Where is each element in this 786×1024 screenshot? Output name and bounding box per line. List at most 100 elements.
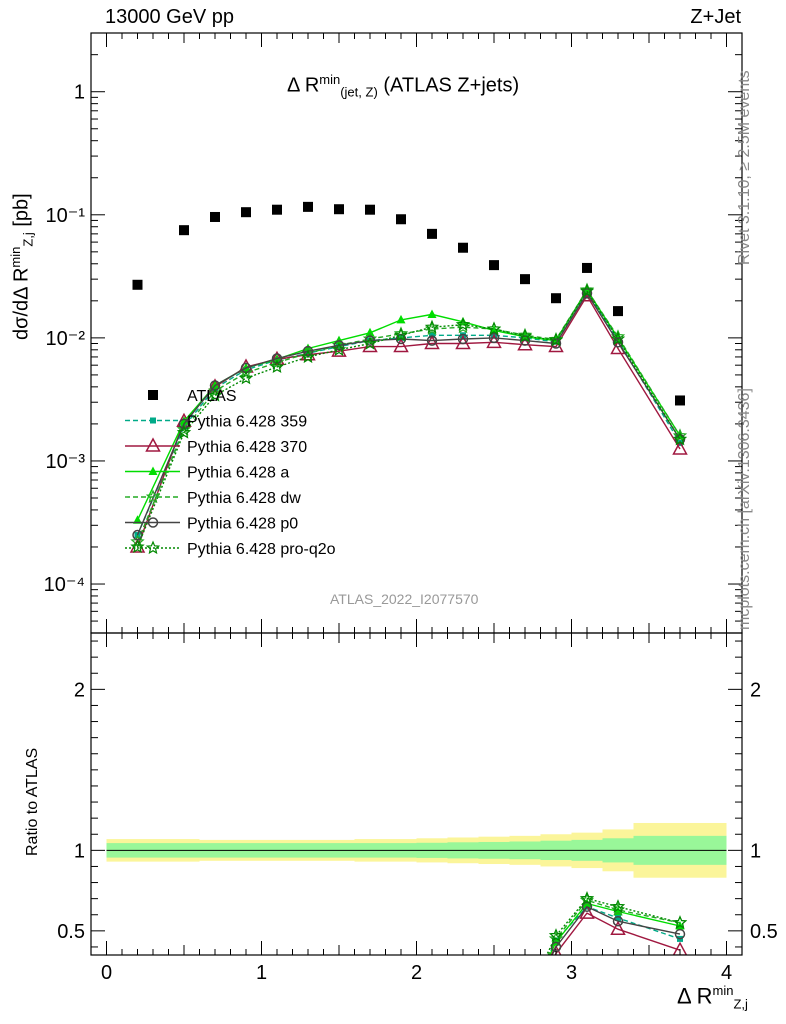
data-point-pythia-6-428-370 [672, 440, 688, 455]
ratio-point-pythia-6-428-p0 [612, 915, 624, 927]
data-point-pythia-6-428-p0 [457, 333, 469, 345]
legend: ATLAS Pythia 6.428 359 Pythia 6.428 370 Pyt… [125, 388, 336, 558]
legend-label-pythia-6-428-pro-q2o: Pythia 6.428 pro-q2o [187, 541, 336, 558]
energy-label: 13000 GeV pp [105, 6, 234, 28]
plot-title-sub: (jet, Z) [340, 84, 378, 100]
data-point-pythia-6-428-dw [176, 421, 192, 436]
data-point-pythia-6-428-dw [393, 326, 409, 340]
ratio-point-pythia-6-428-370 [579, 904, 595, 919]
legend-marker-pythia-6-428-359 [150, 417, 156, 424]
data-point-pythia-6-428-pro-q2o [672, 431, 688, 446]
data-point-pythia-6-428-pro-q2o [393, 327, 409, 342]
data-point-pythia-6-428-pro-q2o [300, 349, 316, 364]
y-axis-label-main-text: dσ/dΔ R [10, 267, 33, 340]
legend-marker-pythia-6-428-pro-q2o [145, 540, 161, 555]
data-point-pythia-6-428-dw [207, 383, 223, 398]
ratio-point-pythia-6-428-pro-q2o [548, 928, 564, 942]
y-tick-label: 10⁻⁴ [44, 574, 85, 596]
legend-label-pythia-6-428-a: Pythia 6.428 a [187, 465, 289, 482]
plot-title-main: Δ R [287, 74, 320, 97]
data-point-pythia-6-428-pro-q2o [455, 317, 471, 331]
x-axis-label-sub: Z,j [733, 996, 748, 1012]
data-point-pythia-6-428-a [133, 515, 142, 524]
ratio-point-pythia-6-428-370 [672, 941, 688, 955]
legend-label-pythia-6-428-370: Pythia 6.428 370 [187, 439, 307, 456]
ratio-point-pythia-6-428-pro-q2o [610, 899, 626, 913]
legend-label-pythia-6-428-p0: Pythia 6.428 p0 [187, 516, 298, 533]
x-tick-label: 1 [256, 962, 267, 984]
data-point-pythia-6-428-pro-q2o [486, 321, 502, 336]
process-label: Z+Jet [690, 6, 741, 28]
y-axis-label-sup: min [8, 246, 23, 268]
series-line-pythia-6-428-dw [136, 288, 681, 543]
data-point-pythia-6-428-pro-q2o [238, 370, 254, 385]
ratio-y-tick-label: 0.5 [57, 921, 85, 943]
data-point-atlas [132, 279, 143, 290]
x-tick-label: 3 [566, 962, 577, 984]
series-line-pythia-6-428-a [136, 288, 681, 521]
data-point-atlas [334, 204, 344, 215]
data-point-pythia-6-428-p0 [178, 418, 190, 430]
legend-label-pythia-6-428-359: Pythia 6.428 359 [187, 414, 307, 431]
x-tick-label: 0 [101, 962, 112, 984]
data-point-atlas [303, 201, 313, 212]
data-point-pythia-6-428-p0 [550, 338, 562, 349]
main-data [129, 201, 688, 554]
y-axis-label-ratio: Ratio to ATLAS [24, 747, 41, 856]
data-point-pythia-6-428-pro-q2o [579, 283, 595, 298]
data-point-pythia-6-428-pro-q2o [610, 331, 626, 346]
ratio-y-tick-label-right: 1 [750, 840, 761, 862]
main-panel: 10⁻⁴ 10⁻³ 10⁻² 10⁻¹ 1 [44, 32, 743, 634]
ratio-point-pythia-6-428-359 [615, 914, 621, 921]
data-point-pythia-6-428-p0 [519, 335, 531, 346]
ratio-y-tick-label: 2 [74, 679, 85, 701]
data-point-pythia-6-428-pro-q2o [362, 335, 378, 350]
series-line-pythia-6-428-pro-q2o [136, 289, 681, 548]
data-point-pythia-6-428-dw [455, 319, 471, 334]
x-tick-label: 4 [721, 962, 732, 984]
data-point-pythia-6-428-p0 [302, 345, 314, 357]
y-tick-label: 10⁻¹ [46, 205, 86, 227]
ratio-panel: 0 1 2 3 4 0.5 0.5 1 1 2 2 [57, 632, 778, 984]
data-point-pythia-6-428-pro-q2o [517, 328, 533, 343]
ratio-line-pythia-6-428-pro-q2o [545, 897, 681, 955]
series-line-pythia-6-428-p0 [136, 292, 681, 536]
data-point-pythia-6-428-370 [548, 337, 564, 353]
y-tick-label: 10⁻² [46, 328, 86, 350]
y-tick-label: 10⁻³ [46, 451, 86, 473]
ratio-line-pythia-6-428-p0 [551, 905, 681, 955]
y-tick-label: 1 [74, 82, 85, 104]
data-point-pythia-6-428-p0 [612, 337, 624, 348]
legend-marker-pythia-6-428-dw [145, 489, 161, 504]
data-point-atlas [272, 204, 282, 215]
data-point-pythia-6-428-a [396, 314, 406, 324]
data-point-pythia-6-428-pro-q2o [424, 319, 440, 334]
data-point-atlas [365, 204, 375, 215]
legend-label-pythia-6-428-dw: Pythia 6.428 dw [187, 490, 301, 507]
data-point-atlas [675, 395, 685, 406]
ratio-y-tick-label-right: 2 [750, 679, 761, 701]
rivet-version-label: Rivet 3.1.10, ≥ 2.5M events [736, 70, 753, 265]
data-point-atlas [613, 306, 623, 317]
data-point-atlas [179, 225, 189, 236]
data-point-atlas [210, 211, 220, 222]
data-point-atlas [427, 228, 437, 239]
x-axis-label: Δ RminZ,j [677, 983, 748, 1012]
y-axis-label-unit: [pb] [10, 193, 33, 233]
data-point-pythia-6-428-p0 [271, 353, 283, 364]
legend-marker-pythia-6-428-a [148, 466, 158, 475]
legend-marker-pythia-6-428-p0 [147, 517, 159, 528]
data-point-pythia-6-428-pro-q2o [269, 359, 285, 374]
data-point-pythia-6-428-p0 [488, 332, 500, 344]
data-point-pythia-6-428-pro-q2o [548, 332, 564, 347]
data-point-pythia-6-428-a [427, 309, 437, 318]
data-point-atlas [582, 262, 592, 273]
data-point-pythia-6-428-dw [130, 534, 145, 548]
data-point-pythia-6-428-dw [517, 327, 533, 342]
data-point-pythia-6-428-pro-q2o [176, 425, 192, 439]
ratio-data [545, 891, 688, 955]
data-point-atlas [489, 260, 499, 271]
legend-marker-pythia-6-428-370 [145, 437, 161, 452]
data-point-atlas [241, 207, 251, 218]
